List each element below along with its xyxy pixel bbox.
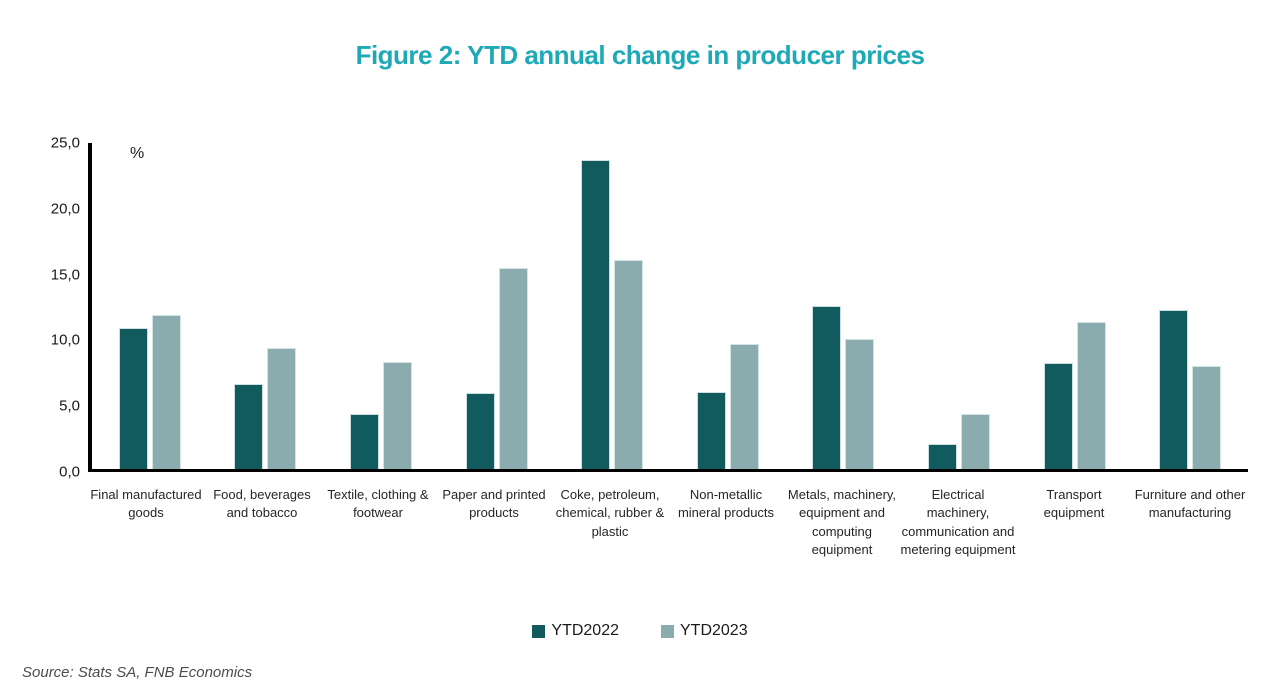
bar-ytd2023 (498, 268, 528, 469)
x-category-label: Coke, petroleum, chemical, rubber & plas… (555, 487, 665, 539)
bar-group (439, 143, 555, 469)
y-tick-label: 10,0 (50, 331, 80, 349)
bar-group (208, 143, 324, 469)
bar-group (554, 143, 670, 469)
bar-group (1132, 143, 1248, 469)
bar-ytd2023 (845, 338, 875, 469)
bar-group (92, 143, 208, 469)
bar-ytd2022 (465, 393, 495, 469)
y-axis-tick-labels: 25,0 20,0 15,0 10,0 5,0 0,0 (18, 135, 80, 481)
legend-item-ytd2023: YTD2023 (661, 622, 748, 640)
x-category-label: Textile, clothing & footwear (327, 487, 429, 521)
legend-label-ytd2022: YTD2022 (551, 622, 619, 639)
y-tick-label: 0,0 (59, 463, 80, 481)
legend-item-ytd2022: YTD2022 (532, 622, 619, 640)
y-tick-label: 20,0 (50, 200, 80, 218)
bar-ytd2023 (267, 347, 297, 469)
bar-ytd2022 (1043, 363, 1073, 469)
y-tick-label: 5,0 (59, 397, 80, 415)
bar-groups (92, 143, 1248, 469)
bar-ytd2023 (151, 315, 181, 469)
legend-swatch-ytd2023-icon (661, 624, 674, 638)
y-axis-unit-label: % (130, 145, 145, 162)
bar-ytd2023 (382, 362, 412, 469)
bar-group (323, 143, 439, 469)
bar-ytd2023 (729, 343, 759, 469)
bar-ytd2022 (927, 444, 957, 469)
bar-group (1017, 143, 1133, 469)
bar-ytd2022 (581, 159, 611, 469)
bar-ytd2022 (234, 384, 264, 469)
plot-area: % (88, 143, 1248, 472)
bar-ytd2022 (696, 392, 726, 469)
bar-ytd2022 (1159, 309, 1189, 469)
chart-title: Figure 2: YTD annual change in producer … (355, 40, 925, 70)
y-tick-label: 25,0 (50, 134, 80, 152)
bar-ytd2022 (349, 414, 379, 469)
bar-ytd2022 (812, 306, 842, 469)
bar-group (670, 143, 786, 469)
bar-ytd2023 (614, 260, 644, 469)
bar-ytd2023 (1192, 365, 1222, 469)
legend-swatch-ytd2022-icon (532, 624, 546, 638)
bar-ytd2022 (118, 328, 148, 469)
x-category-label: Food, beverages and tobacco (213, 487, 311, 521)
legend-label-ytd2023: YTD2023 (680, 622, 748, 639)
bar-group (901, 143, 1017, 469)
x-category-label: Transport equipment (1043, 487, 1105, 521)
x-category-label: Furniture and other manufacturing (1134, 487, 1246, 521)
bar-ytd2023 (960, 414, 990, 469)
x-category-label: Metals, machinery, equipment and computi… (787, 487, 897, 558)
x-axis-category-labels: Final manufactured goods Food, beverages … (88, 486, 1248, 560)
source-note: Source: Stats SA, FNB Economics (22, 664, 253, 681)
x-category-label: Non-metallic mineral products (677, 487, 775, 521)
bar-ytd2023 (1076, 321, 1106, 469)
x-category-label: Final manufactured goods (90, 487, 202, 521)
bar-group (786, 143, 902, 469)
x-category-label: Paper and printed products (442, 487, 546, 521)
y-tick-label: 15,0 (50, 266, 80, 284)
x-category-label: Electrical machinery, communication and … (900, 487, 1016, 558)
legend: YTD2022 YTD2023 (0, 622, 1280, 640)
